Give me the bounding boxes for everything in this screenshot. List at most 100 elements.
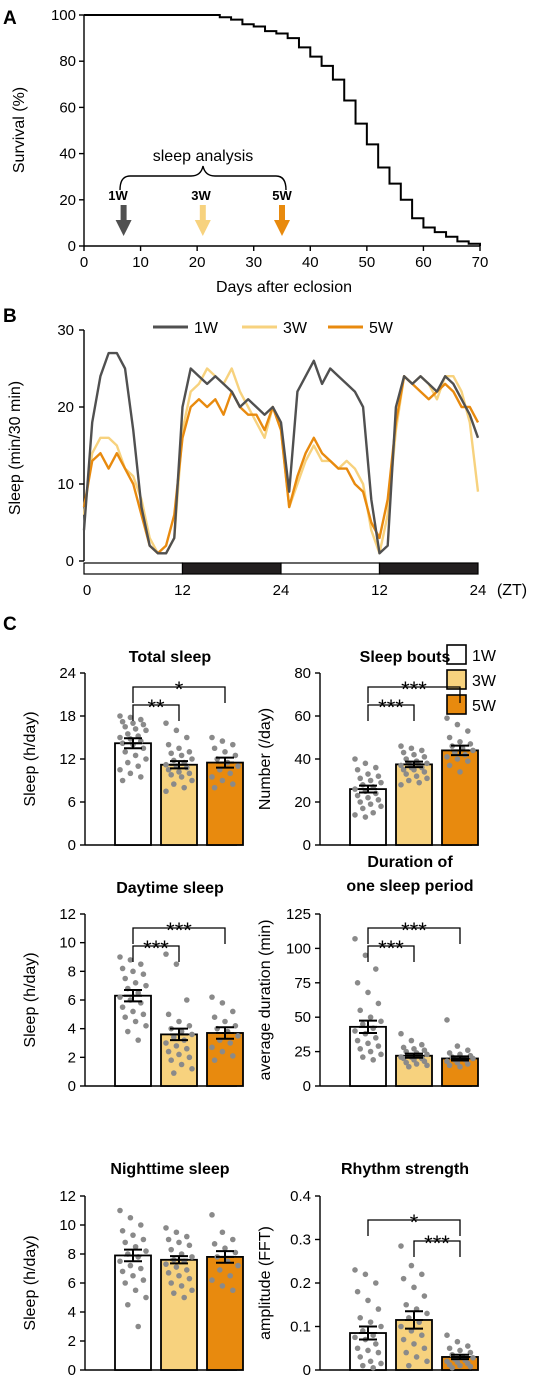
bar-y-tick-label: 0	[303, 837, 311, 854]
significance-bracket	[367, 1219, 461, 1236]
survival-y-tick-label: 60	[59, 99, 76, 116]
data-point	[373, 1280, 379, 1286]
sleep-profile-y-label: Sleep (min/30 min)	[7, 381, 24, 515]
data-point	[413, 1061, 420, 1067]
survival-y-tick-label: 80	[59, 53, 76, 70]
data-point	[413, 773, 420, 779]
data-point	[444, 1017, 450, 1023]
bar-y-label: Sleep (h/day)	[22, 1235, 39, 1330]
data-point	[117, 1207, 123, 1214]
data-point	[178, 774, 185, 780]
data-point	[424, 1062, 430, 1069]
data-point	[375, 797, 382, 803]
bar-y-tick-label: 10	[59, 1217, 76, 1234]
data-point	[446, 1062, 453, 1069]
data-point	[449, 1365, 456, 1371]
data-point	[378, 1360, 384, 1367]
data-point	[143, 1248, 149, 1254]
data-point	[354, 1345, 361, 1352]
data-point	[408, 745, 415, 752]
data-point	[373, 764, 379, 771]
data-point	[365, 794, 371, 801]
data-point	[138, 961, 144, 967]
survival-y-tick-label: 100	[51, 7, 76, 24]
zt-label: (ZT)	[497, 582, 527, 599]
data-point	[184, 1045, 190, 1052]
data-point	[398, 743, 404, 749]
data-point	[117, 1258, 123, 1265]
data-point	[365, 989, 371, 996]
data-point	[125, 1028, 131, 1035]
data-point	[411, 751, 417, 758]
data-point	[122, 723, 128, 730]
data-point	[367, 1358, 374, 1365]
significance-stars: ***	[143, 936, 169, 961]
data-point	[446, 1345, 453, 1352]
data-point	[470, 1055, 476, 1062]
data-point	[465, 1061, 471, 1067]
data-point	[143, 756, 149, 762]
bar-y-tick-label: 0.2	[290, 1275, 311, 1292]
bar-y-tick-label: 4	[68, 1304, 76, 1321]
data-point	[173, 961, 180, 967]
data-point	[173, 1264, 180, 1270]
sleep-profile-y-tick-label: 20	[57, 399, 74, 416]
data-point	[219, 738, 226, 744]
data-point	[373, 1035, 379, 1041]
data-point	[375, 1306, 382, 1312]
bar-y-tick-label: 0	[68, 1362, 76, 1379]
bar-legend-label-5w: 5W	[472, 698, 497, 715]
data-point	[125, 759, 131, 766]
data-point	[143, 1023, 149, 1029]
significance-stars: ***	[401, 677, 427, 702]
data-point	[416, 779, 423, 786]
data-point	[352, 786, 358, 792]
data-point	[403, 771, 410, 777]
data-point	[186, 1242, 193, 1249]
data-point	[176, 1018, 182, 1025]
data-point	[186, 770, 193, 777]
dark-phase-bar	[378, 562, 479, 575]
arrow-head-5w	[274, 220, 290, 236]
data-point	[138, 774, 144, 780]
bar-y-label: Sleep (h/day)	[22, 952, 39, 1047]
significance-bracket	[367, 945, 415, 962]
data-point	[119, 1228, 126, 1234]
data-point	[189, 1287, 195, 1294]
data-point	[357, 1354, 364, 1360]
data-point	[135, 1037, 141, 1043]
significance-stars: *	[410, 1210, 419, 1235]
data-point	[176, 769, 182, 775]
sleep-line-1w	[82, 351, 480, 555]
data-point	[209, 1044, 215, 1051]
data-point	[457, 1063, 463, 1070]
age-arrows	[115, 205, 290, 236]
data-point	[421, 769, 428, 775]
data-point	[132, 752, 139, 759]
data-point	[398, 782, 404, 788]
data-point	[168, 750, 174, 757]
data-point	[352, 812, 358, 818]
data-point	[163, 720, 169, 726]
data-point	[122, 1239, 128, 1246]
bar-y-tick-label: 8	[68, 1246, 76, 1263]
data-point	[140, 971, 147, 977]
data-point	[219, 777, 226, 784]
data-point	[119, 1268, 126, 1275]
data-point	[127, 1214, 134, 1221]
bar-y-tick-label: 24	[59, 665, 76, 682]
data-point	[352, 756, 358, 762]
data-point	[378, 779, 384, 786]
data-point	[362, 760, 369, 767]
data-point	[375, 773, 382, 779]
data-point	[132, 726, 139, 732]
legend-label-3w: 3W	[283, 320, 308, 337]
data-point	[117, 766, 123, 773]
data-point	[398, 1030, 404, 1037]
bar-chart-title: Rhythm strength	[341, 1161, 469, 1178]
data-point	[352, 1267, 358, 1273]
data-point	[211, 1014, 218, 1020]
data-point	[132, 1287, 139, 1294]
data-point	[135, 1323, 141, 1330]
